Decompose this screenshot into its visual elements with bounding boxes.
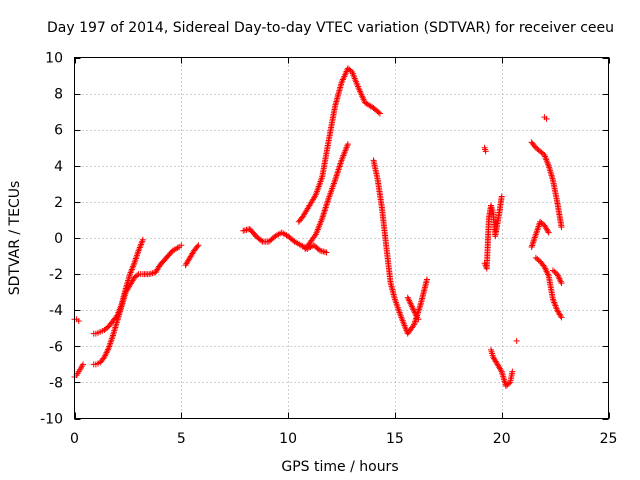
y-tick-label: -4: [49, 303, 63, 319]
y-tick-label: 6: [54, 123, 63, 139]
data-point: [178, 242, 185, 249]
x-tick-label: 10: [279, 431, 297, 447]
data-point: [375, 109, 382, 116]
y-tick-label: -6: [49, 339, 63, 355]
data-point: [195, 242, 202, 249]
data-point: [75, 318, 82, 325]
y-tick-label: -2: [49, 267, 63, 283]
x-tick-label: 25: [600, 431, 618, 447]
data-point: [497, 367, 504, 374]
data-point: [558, 280, 565, 287]
data-point: [344, 141, 351, 148]
data-point: [557, 312, 564, 319]
data-point: [545, 229, 552, 236]
x-tick-labels: 0 5 10 15 20 25: [70, 431, 617, 447]
data-point: [558, 224, 565, 231]
data-point: [80, 361, 87, 368]
y-tick-label: 8: [54, 87, 63, 103]
data-point: [513, 337, 520, 344]
data-point: [482, 148, 489, 155]
grid: [74, 57, 609, 419]
data-point: [323, 249, 330, 256]
y-tick-labels: -10 -8 -6 -4 -2 0 2 4 6 8 10: [40, 51, 63, 428]
y-tick-label: 0: [54, 231, 63, 247]
axis-ticks: [74, 57, 610, 420]
data-point: [423, 276, 430, 283]
y-tick-label: 4: [54, 159, 63, 175]
data-point: [498, 193, 505, 200]
data-point: [194, 243, 201, 250]
data-point: [544, 228, 551, 235]
y-axis-label: SDTVAR / TECUs: [7, 181, 23, 296]
data-point: [139, 236, 146, 243]
data-points: [71, 65, 565, 390]
y-tick-label: -8: [49, 375, 63, 391]
data-point: [543, 115, 550, 122]
data-point: [505, 380, 512, 387]
data-point: [258, 237, 265, 244]
plot-frame: [74, 57, 609, 419]
y-tick-label: -10: [40, 412, 63, 428]
data-point: [376, 110, 383, 117]
y-tick-label: 2: [54, 195, 63, 211]
x-tick-label: 15: [386, 431, 404, 447]
data-point: [415, 316, 422, 323]
x-tick-label: 20: [493, 431, 511, 447]
data-point: [134, 272, 141, 279]
x-tick-label: 5: [177, 431, 186, 447]
x-tick-label: 0: [70, 431, 79, 447]
y-tick-label: 10: [45, 51, 63, 67]
data-point: [509, 368, 516, 375]
data-point: [558, 314, 565, 321]
x-axis-label: GPS time / hours: [281, 459, 398, 475]
chart-title: Day 197 of 2014, Sidereal Day-to-day VTE…: [47, 20, 614, 36]
